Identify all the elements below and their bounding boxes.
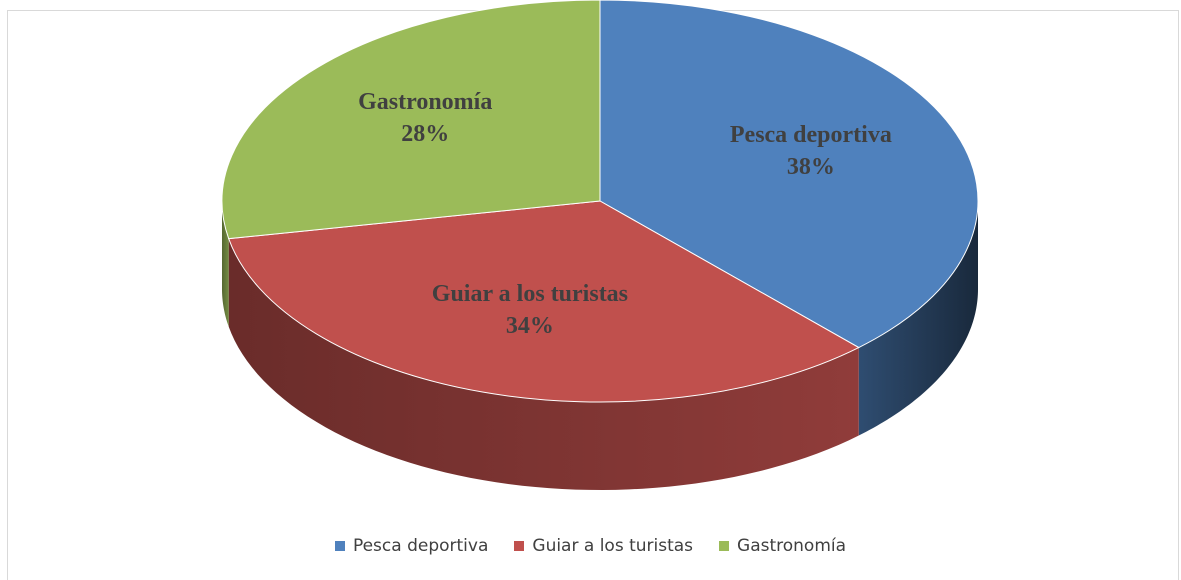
legend-swatch bbox=[514, 541, 525, 551]
legend-label: Guiar a los turistas bbox=[532, 536, 694, 556]
data-label-value: 28% bbox=[401, 121, 450, 148]
legend-swatch bbox=[334, 541, 345, 551]
data-label-category: Guiar a los turistas bbox=[431, 280, 629, 307]
legend-item: Guiar a los turistas bbox=[514, 536, 693, 556]
data-label-value: 34% bbox=[505, 312, 554, 339]
slice bbox=[228, 200, 860, 403]
legend-swatch bbox=[719, 541, 730, 551]
legend: Pesca deportiva Guiar a los turistas Gastr… bbox=[0, 536, 1181, 556]
data-label: Gastronomía 28% bbox=[325, 86, 525, 150]
data-label-category: Pesca deportiva bbox=[729, 121, 892, 148]
legend-label: Pesca deportiva bbox=[352, 536, 489, 556]
legend-item: Pesca deportiva bbox=[334, 536, 489, 556]
slice-side bbox=[228, 238, 859, 490]
legend-label: Gastronomía bbox=[737, 536, 847, 556]
data-label-value: 38% bbox=[786, 153, 835, 180]
slice bbox=[599, 0, 979, 349]
slice-side bbox=[858, 201, 978, 436]
data-label: Guiar a los turistas 34% bbox=[430, 278, 630, 342]
data-label-category: Gastronomía bbox=[358, 89, 493, 116]
legend-item: Gastronomía bbox=[719, 536, 846, 556]
slice bbox=[221, 0, 601, 240]
slice-side bbox=[222, 201, 229, 327]
data-label: Pesca deportiva 38% bbox=[711, 119, 911, 183]
